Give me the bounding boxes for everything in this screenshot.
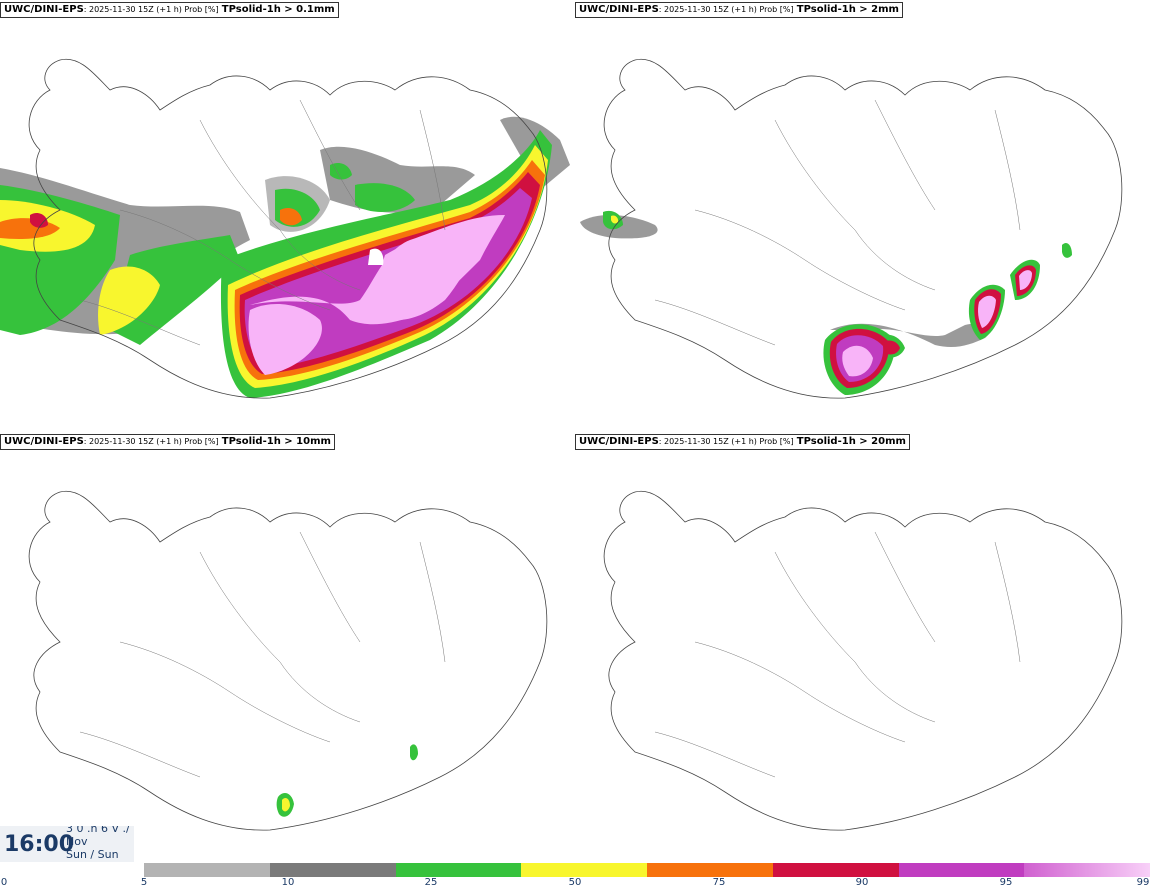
legend-tick-label: 25 xyxy=(424,877,438,888)
legend-swatch xyxy=(144,863,270,877)
legend-swatch xyxy=(521,863,647,877)
legend-tick-label: 99 xyxy=(1136,877,1150,888)
legend-tick-label: 10 xyxy=(281,877,295,888)
valid-date: 3 0 .h 6 V ./ Nov Sun / Sun xyxy=(66,826,130,861)
panel-title: UWC/DINI-EPS: 2025-11-30 15Z (+1 h) Prob… xyxy=(575,2,903,18)
legend-swatch xyxy=(1024,863,1150,877)
panel-title: UWC/DINI-EPS: 2025-11-30 15Z (+1 h) Prob… xyxy=(0,434,335,450)
legend-swatch xyxy=(647,863,773,877)
valid-time: 16:00 xyxy=(4,832,75,857)
legend-swatch xyxy=(395,863,522,877)
map-20mm xyxy=(603,490,1123,831)
legend-ticks: 0 5 10 25 50 75 90 95 99 xyxy=(0,877,1150,891)
legend-swatch xyxy=(898,863,1025,877)
panel-title: UWC/DINI-EPS: 2025-11-30 15Z (+1 h) Prob… xyxy=(0,2,339,18)
map-panel-0.1mm: UWC/DINI-EPS: 2025-11-30 15Z (+1 h) Prob… xyxy=(0,0,575,432)
legend-tick-label: 50 xyxy=(568,877,582,888)
legend-tick-label: 75 xyxy=(712,877,726,888)
map-0.1mm xyxy=(0,58,570,399)
legend-tick-label: 0 xyxy=(0,877,8,888)
map-panel-20mm: UWC/DINI-EPS: 2025-11-30 15Z (+1 h) Prob… xyxy=(575,432,1150,864)
map-10mm xyxy=(28,490,548,831)
map-2mm xyxy=(580,58,1123,399)
legend-tick-label: 5 xyxy=(140,877,148,888)
valid-time-box: 16:00 3 0 .h 6 V ./ Nov Sun / Sun xyxy=(0,826,134,862)
legend-swatch xyxy=(269,863,396,877)
legend-colorbar xyxy=(144,863,1150,877)
map-panel-10mm: UWC/DINI-EPS: 2025-11-30 15Z (+1 h) Prob… xyxy=(0,432,575,864)
legend-tick-label: 95 xyxy=(999,877,1013,888)
legend-swatch xyxy=(772,863,899,877)
map-panel-2mm: UWC/DINI-EPS: 2025-11-30 15Z (+1 h) Prob… xyxy=(575,0,1150,432)
panel-title: UWC/DINI-EPS: 2025-11-30 15Z (+1 h) Prob… xyxy=(575,434,910,450)
legend-tick-label: 90 xyxy=(855,877,869,888)
